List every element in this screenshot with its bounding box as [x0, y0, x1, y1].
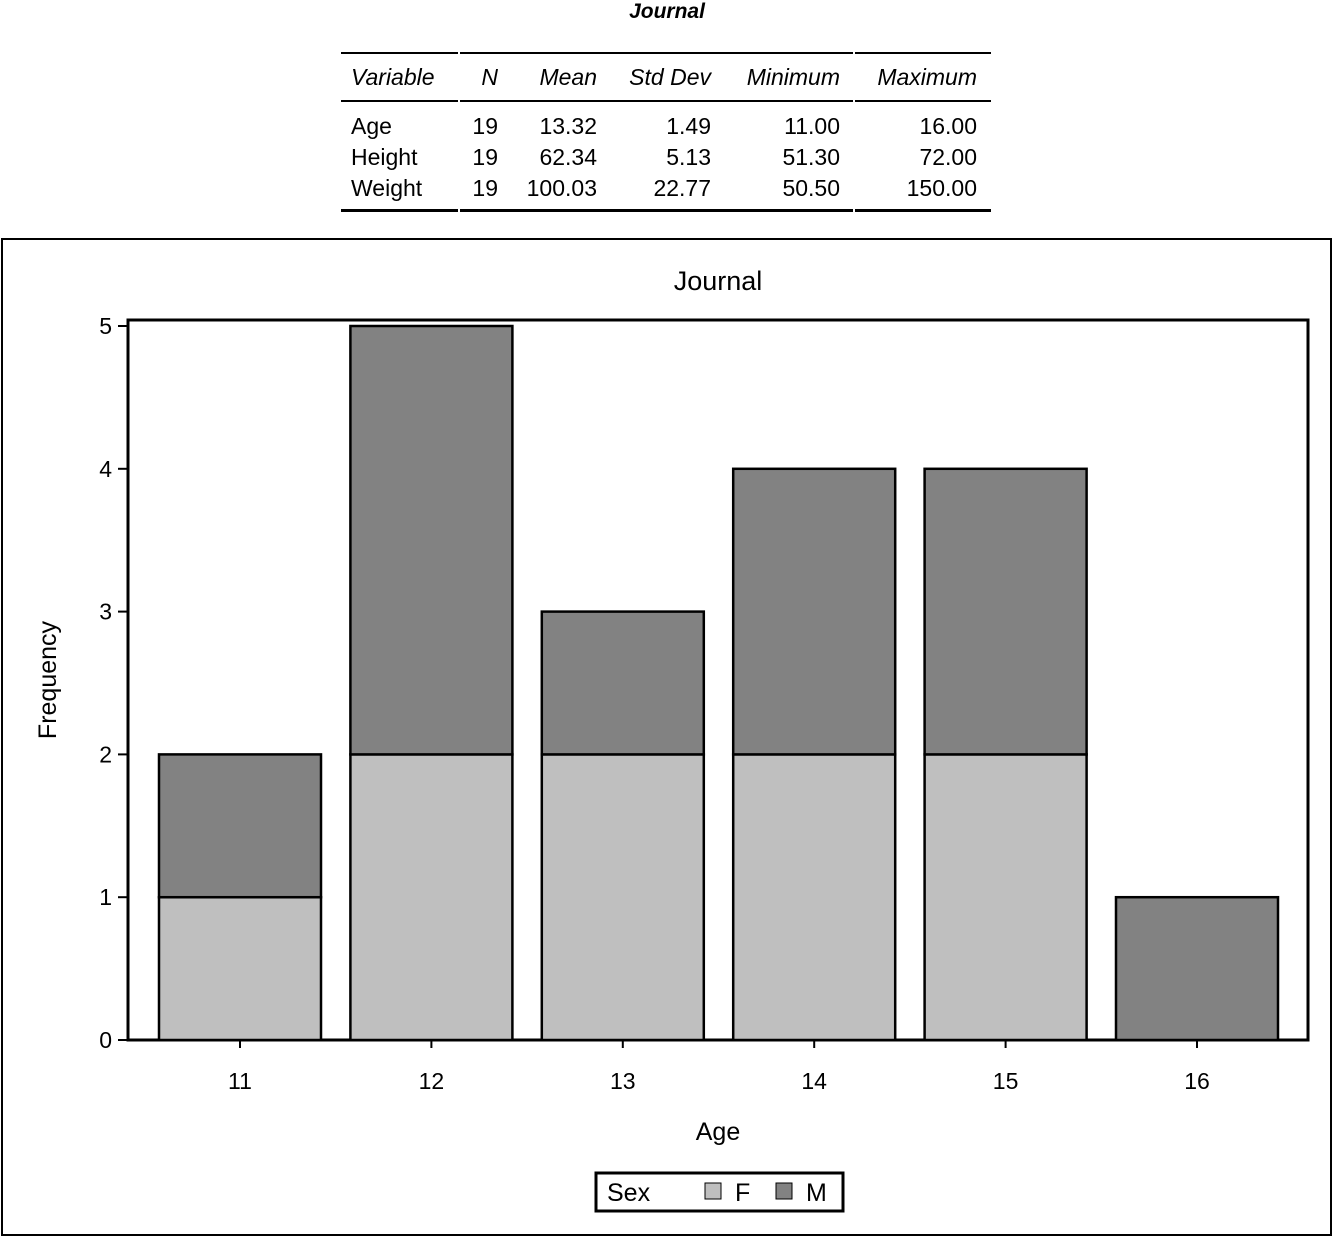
table-cell: 50.50 — [782, 175, 840, 201]
table-cell: 22.77 — [653, 175, 711, 201]
x-tick-label: 13 — [610, 1068, 636, 1094]
table-cell: 19 — [472, 175, 498, 201]
table-rule — [341, 52, 458, 54]
y-tick-label: 3 — [99, 599, 112, 625]
table-cell: 100.03 — [526, 175, 597, 201]
y-tick-label: 0 — [99, 1027, 112, 1053]
bar-F-15 — [923, 753, 1088, 1042]
bar-F-13 — [540, 753, 706, 1042]
chart-title: Journal — [674, 266, 763, 296]
table-cell: 11.00 — [784, 113, 840, 139]
table-cell: 51.30 — [782, 144, 840, 170]
legend-label-M: M — [806, 1179, 827, 1207]
bar-F-14 — [731, 753, 897, 1042]
legend-swatch-M — [775, 1182, 793, 1200]
table-title: Journal — [629, 0, 705, 23]
legend-swatch-F — [704, 1182, 722, 1200]
column-header: Mean — [539, 64, 597, 90]
table-cell: 16.00 — [919, 113, 977, 139]
bar-M-16 — [1114, 895, 1280, 1042]
table-cell: 1.49 — [666, 113, 711, 139]
column-header: Variable — [351, 64, 435, 90]
table-cell: Height — [351, 144, 418, 170]
y-tick-label: 2 — [99, 741, 112, 767]
table-cell: 72.00 — [919, 144, 977, 170]
column-header: Std Dev — [629, 64, 711, 90]
table-cell: 13.32 — [539, 113, 597, 139]
table-rule — [460, 209, 853, 212]
bar-M-12 — [349, 324, 514, 756]
table-cell: 19 — [472, 144, 498, 170]
column-header: N — [481, 64, 498, 90]
bar-M-15 — [923, 467, 1088, 756]
x-tick-label: 16 — [1184, 1068, 1210, 1094]
x-tick-label: 14 — [801, 1068, 827, 1094]
bar-M-14 — [731, 467, 897, 756]
x-axis-label: Age — [696, 1118, 740, 1146]
y-tick-label: 5 — [99, 313, 112, 339]
bar-F-11 — [157, 895, 323, 1042]
column-header: Minimum — [746, 64, 840, 90]
y-tick-label: 4 — [99, 456, 112, 482]
table-cell: Weight — [351, 175, 423, 201]
y-axis-label: Frequency — [34, 620, 62, 739]
table-cell: 5.13 — [666, 144, 711, 170]
table-cell: 150.00 — [906, 175, 977, 201]
bar-M-11 — [157, 753, 323, 899]
x-tick-label: 15 — [993, 1068, 1019, 1094]
x-tick-label: 11 — [228, 1068, 252, 1094]
bar-M-13 — [540, 610, 706, 756]
x-tick-label: 12 — [419, 1068, 445, 1094]
table-cell: 19 — [472, 113, 498, 139]
legend-title: Sex — [607, 1179, 651, 1207]
table-cell: Age — [351, 113, 392, 139]
bar-F-12 — [349, 753, 514, 1042]
table-rule — [855, 52, 991, 54]
table-rule — [855, 100, 991, 102]
legend-label-F: F — [735, 1179, 750, 1207]
table-cell: 62.34 — [539, 144, 597, 170]
table-rule — [341, 100, 458, 102]
table-rule — [341, 209, 458, 212]
chart-frame — [1, 238, 1332, 1236]
column-header: Maximum — [877, 64, 977, 90]
table-rule — [855, 209, 991, 212]
plot-area — [126, 318, 1310, 1042]
y-tick-label: 1 — [99, 884, 112, 910]
table-rule — [460, 52, 853, 54]
table-rule — [460, 100, 853, 102]
